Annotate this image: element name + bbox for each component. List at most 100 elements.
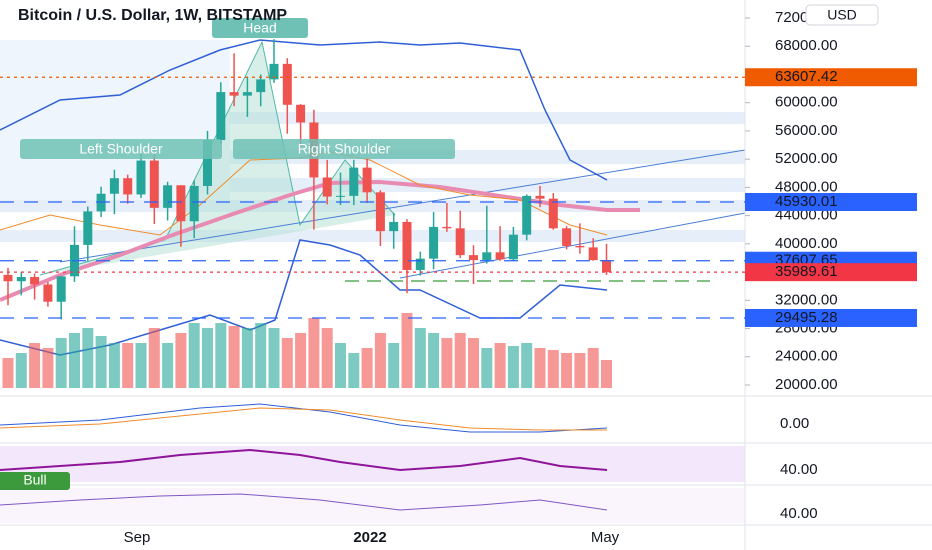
volume-bar bbox=[494, 343, 506, 388]
y-tick-label: 20000.00 bbox=[775, 376, 838, 393]
bollinger-upper bbox=[0, 39, 608, 181]
wedge-line bbox=[59, 149, 746, 263]
panel-label: 0.00 bbox=[780, 415, 809, 432]
candle-body bbox=[43, 284, 53, 302]
volume-bar bbox=[162, 343, 174, 388]
candle-body bbox=[482, 252, 492, 261]
wedge-line bbox=[399, 212, 746, 279]
annotation: Head bbox=[243, 20, 276, 36]
volume-bar bbox=[188, 323, 200, 388]
candle-body bbox=[495, 252, 505, 260]
volume-bar bbox=[108, 343, 120, 388]
candle-body bbox=[163, 185, 173, 208]
volume-bar bbox=[428, 333, 440, 388]
volume-bar bbox=[228, 326, 240, 388]
candle-body bbox=[562, 228, 572, 246]
candle-body bbox=[548, 198, 558, 229]
price-label-box bbox=[745, 192, 917, 211]
candle-body bbox=[469, 255, 478, 261]
x-tick-label: Sep bbox=[124, 529, 151, 546]
stoch-panel bbox=[0, 488, 745, 523]
y-tick-label: 32000.00 bbox=[775, 291, 838, 308]
bollinger-lower bbox=[0, 239, 608, 356]
volume-bar bbox=[15, 353, 27, 388]
candle-body bbox=[415, 258, 425, 270]
currency-button[interactable] bbox=[805, 4, 879, 26]
volume-bar bbox=[348, 353, 360, 388]
volume-bar bbox=[82, 328, 94, 388]
candle-body bbox=[282, 63, 292, 105]
volume-bar bbox=[42, 348, 54, 388]
annotation-box bbox=[212, 18, 308, 38]
annotation-box bbox=[20, 139, 222, 159]
candle-body bbox=[522, 195, 532, 235]
macd-panel bbox=[0, 398, 745, 440]
volume-bar bbox=[561, 353, 573, 388]
volume-bar bbox=[135, 343, 147, 388]
candle-body bbox=[508, 234, 518, 260]
candle-body bbox=[256, 79, 266, 93]
candle-body bbox=[136, 160, 146, 195]
currency[interactable]: USD bbox=[827, 7, 857, 23]
candle-body bbox=[375, 192, 385, 232]
y-tick-label: 40000.00 bbox=[775, 235, 838, 252]
annotation: Bull bbox=[23, 472, 46, 488]
x-tick-label: May bbox=[591, 529, 620, 546]
rsi-panel bbox=[0, 446, 745, 482]
candle-body bbox=[149, 160, 159, 208]
candle-body bbox=[123, 178, 133, 195]
price-label: 29495.28 bbox=[775, 309, 838, 326]
candle-body bbox=[242, 92, 252, 96]
candle-body bbox=[402, 221, 412, 270]
volume-bar bbox=[122, 343, 134, 388]
annotation-box bbox=[0, 472, 70, 490]
volume-bar bbox=[601, 360, 612, 388]
annotation-box bbox=[233, 139, 455, 159]
candle-body bbox=[389, 221, 399, 232]
price-label-box bbox=[745, 263, 917, 282]
price-label-box bbox=[745, 68, 917, 87]
candle-body bbox=[83, 211, 93, 245]
volume-bar bbox=[148, 328, 160, 388]
y-tick-label: 60000.00 bbox=[775, 94, 838, 111]
panel-label: 40.00 bbox=[780, 505, 818, 522]
volume-bar bbox=[241, 328, 253, 388]
volume-bar bbox=[587, 348, 599, 388]
candle-body bbox=[362, 167, 372, 193]
candle-body bbox=[602, 260, 611, 273]
volume-bar bbox=[55, 338, 67, 388]
volume-bar bbox=[534, 348, 546, 388]
volume-bar bbox=[175, 333, 187, 388]
volume-bar bbox=[374, 333, 386, 388]
volume-bar bbox=[29, 343, 41, 388]
volume-bar bbox=[414, 328, 426, 388]
volume-bar bbox=[95, 336, 107, 388]
x-tick-label: 2022 bbox=[353, 529, 386, 546]
volume-bar bbox=[547, 350, 559, 388]
price-label: 35989.61 bbox=[775, 263, 838, 280]
volume-bar bbox=[521, 343, 533, 388]
price-label: 63607.42 bbox=[775, 68, 838, 85]
candle-body bbox=[296, 104, 306, 123]
candle-body bbox=[429, 226, 439, 259]
volume-bar bbox=[401, 313, 413, 388]
candle-body bbox=[229, 92, 239, 96]
y-tick-label: 24000.00 bbox=[775, 348, 838, 365]
candle-body bbox=[216, 92, 226, 141]
stoch-line bbox=[0, 493, 608, 511]
volume-bar bbox=[468, 338, 479, 388]
chart-title: Bitcoin / U.S. Dollar, 1W, BITSTAMP bbox=[18, 7, 287, 24]
volume-bar bbox=[507, 346, 519, 388]
rsi-line bbox=[0, 448, 608, 472]
candle-body bbox=[203, 140, 212, 186]
volume-bar bbox=[335, 343, 346, 388]
candle-body bbox=[269, 63, 279, 80]
candle-body bbox=[336, 195, 345, 197]
candle-body bbox=[349, 167, 359, 196]
price-label: 45930.01 bbox=[775, 193, 838, 210]
y-tick-label: 68000.00 bbox=[775, 37, 838, 54]
volume-bar bbox=[441, 338, 453, 388]
candle-body bbox=[30, 277, 40, 285]
volume-bar bbox=[308, 318, 320, 388]
